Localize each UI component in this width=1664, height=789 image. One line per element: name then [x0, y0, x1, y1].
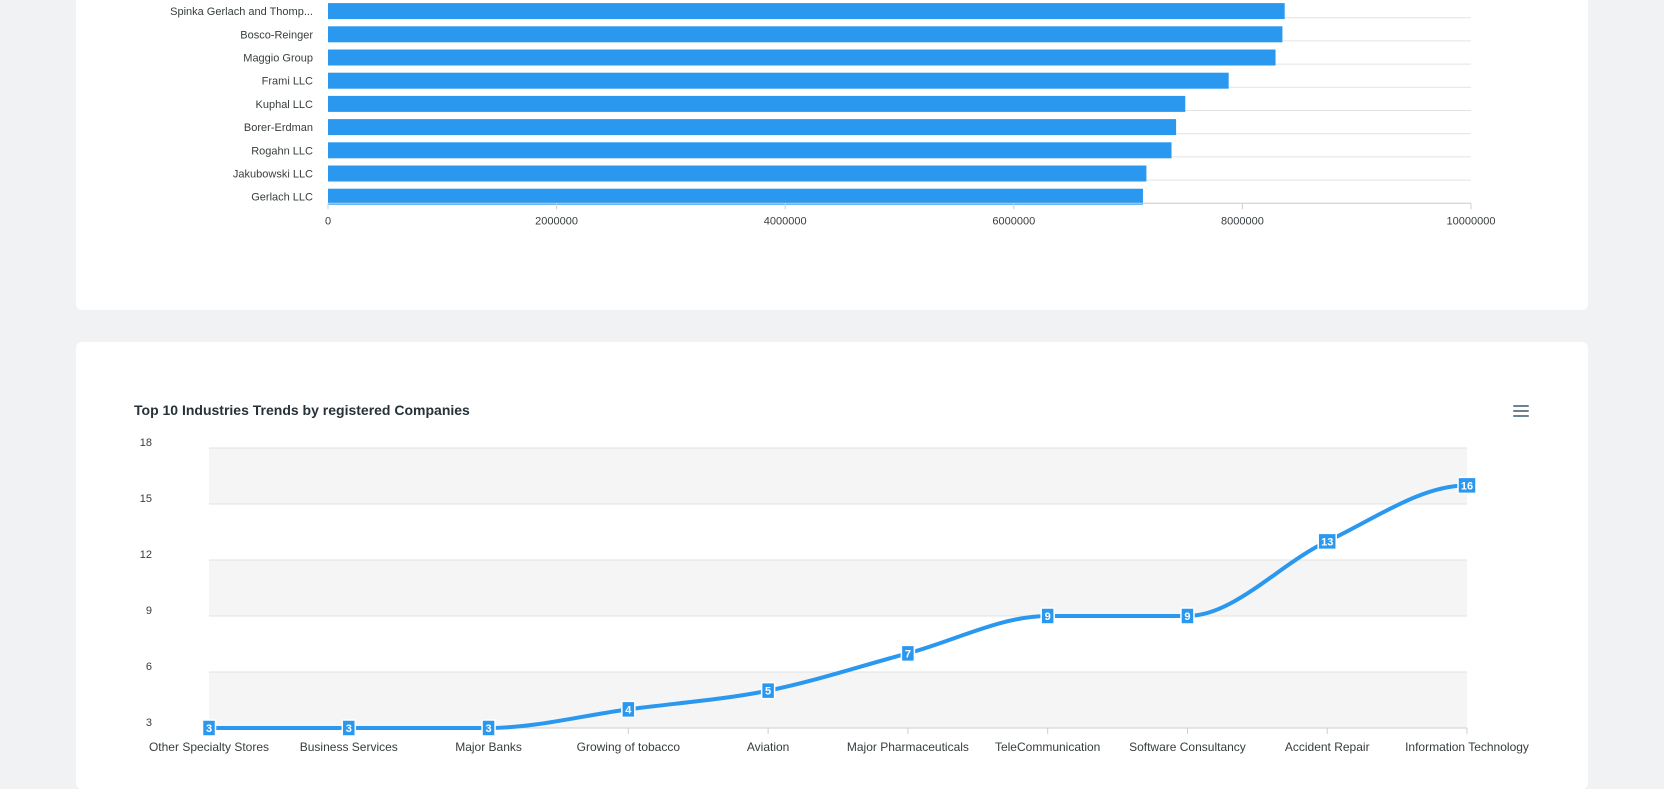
y-tick-label: 12: [140, 549, 152, 561]
bar-category-label: Frami LLC: [262, 76, 313, 88]
x-tick-label: 6000000: [992, 215, 1035, 227]
x-tick-label: 0: [325, 215, 331, 227]
x-tick-label: Aviation: [747, 740, 789, 754]
data-label-box: [481, 719, 496, 737]
data-label-text: 4: [625, 704, 632, 716]
data-label-box: [341, 719, 357, 737]
data-label-box: [1180, 607, 1195, 625]
data-label-text: 3: [346, 723, 352, 735]
data-label-text: 3: [485, 723, 491, 735]
data-label: 3: [481, 719, 496, 737]
data-label-text: 13: [1321, 536, 1333, 548]
data-label: 9: [1180, 607, 1195, 625]
data-label-text: 3: [206, 723, 212, 735]
bar-category-label: Bosco-Reinger: [240, 29, 313, 41]
data-label-text: 9: [1045, 611, 1051, 623]
x-tick-label: Growing of tobacco: [577, 740, 681, 754]
bar-category-label: Kuphal LLC: [256, 99, 314, 111]
bar-plot: Spinka Gerlach and Thomp... Bosco-Reinger…: [170, 3, 1496, 227]
x-tick-label: Other Specialty Stores: [149, 740, 269, 754]
grid-band: [209, 672, 1467, 728]
y-tick-label: 6: [146, 661, 152, 673]
data-label-box: [621, 700, 636, 719]
bar-category-label: Rogahn LLC: [251, 145, 313, 157]
data-label-box: [1040, 607, 1055, 625]
data-label-text: 16: [1461, 480, 1473, 492]
data-label: 5: [760, 681, 776, 700]
x-tick-label: Major Banks: [455, 740, 522, 754]
grid-band: [209, 560, 1467, 616]
x-tick-label: 2000000: [535, 215, 578, 227]
data-label-text: 9: [1184, 611, 1190, 623]
series-line: [207, 483, 1469, 730]
bar: [328, 119, 1177, 136]
bar-category-label: Borer-Erdman: [244, 122, 313, 134]
top-companies-card: Spinka Gerlach and Thomp... Bosco-Reinger…: [76, 0, 1588, 310]
bar: [328, 3, 1285, 20]
bar: [328, 49, 1276, 66]
line-chart: 3 6 9 12 15 18 Other Specialty Stores Business …: [140, 437, 1529, 754]
data-label: 9: [1040, 607, 1055, 625]
bar-category-label: Gerlach LLC: [251, 192, 313, 204]
x-tick-label: 8000000: [1221, 215, 1264, 227]
bar: [328, 188, 1143, 205]
x-tick-label: Business Services: [300, 740, 398, 754]
data-label-box: [201, 719, 217, 737]
bar: [328, 165, 1147, 182]
x-tick-label: 10000000: [1447, 215, 1496, 227]
data-label-box: [760, 681, 776, 700]
bar-category-label: Maggio Group: [243, 53, 313, 65]
data-label-box: [1457, 476, 1477, 495]
data-label: 13: [1317, 532, 1337, 551]
y-tick-label: 15: [140, 493, 152, 505]
bar-category-label: Jakubowski LLC: [233, 169, 313, 181]
chart-title: Top 10 Industries Trends by registered C…: [134, 402, 470, 418]
bar: [328, 142, 1172, 159]
y-tick-label: 9: [146, 605, 152, 617]
data-label: 7: [900, 644, 916, 663]
bar-chart: Spinka Gerlach and Thomp... Bosco-Reinger…: [170, 3, 1496, 227]
grid-band: [209, 448, 1467, 504]
bar: [328, 26, 1283, 43]
hamburger-icon[interactable]: [1508, 400, 1534, 422]
x-tick-label: Accident Repair: [1285, 740, 1370, 754]
bar: [328, 95, 1186, 112]
data-label-text: 7: [905, 648, 911, 660]
y-tick-label: 18: [140, 437, 152, 449]
x-tick-label: Information Technology: [1405, 740, 1529, 754]
data-label-box: [900, 644, 916, 663]
line-plot: 3 6 9 12 15 18 Other Specialty Stores Business …: [140, 437, 1529, 754]
x-tick-label: Major Pharmaceuticals: [847, 740, 969, 754]
data-label: 3: [341, 719, 357, 737]
industries-trend-card: Top 10 Industries Trends by registered C…: [76, 342, 1588, 789]
y-tick-label: 3: [146, 717, 152, 729]
data-label-text: 5: [765, 686, 771, 698]
x-tick-label: 4000000: [764, 215, 807, 227]
data-label: 3: [201, 719, 217, 737]
bar: [328, 72, 1229, 89]
data-label: 16: [1457, 476, 1477, 495]
x-tick-label: TeleCommunication: [995, 740, 1100, 754]
data-label: 4: [621, 700, 636, 719]
bar-category-label: Spinka Gerlach and Thomp...: [170, 6, 313, 18]
data-label-box: [1317, 532, 1337, 551]
x-tick-label: Software Consultancy: [1129, 740, 1246, 754]
